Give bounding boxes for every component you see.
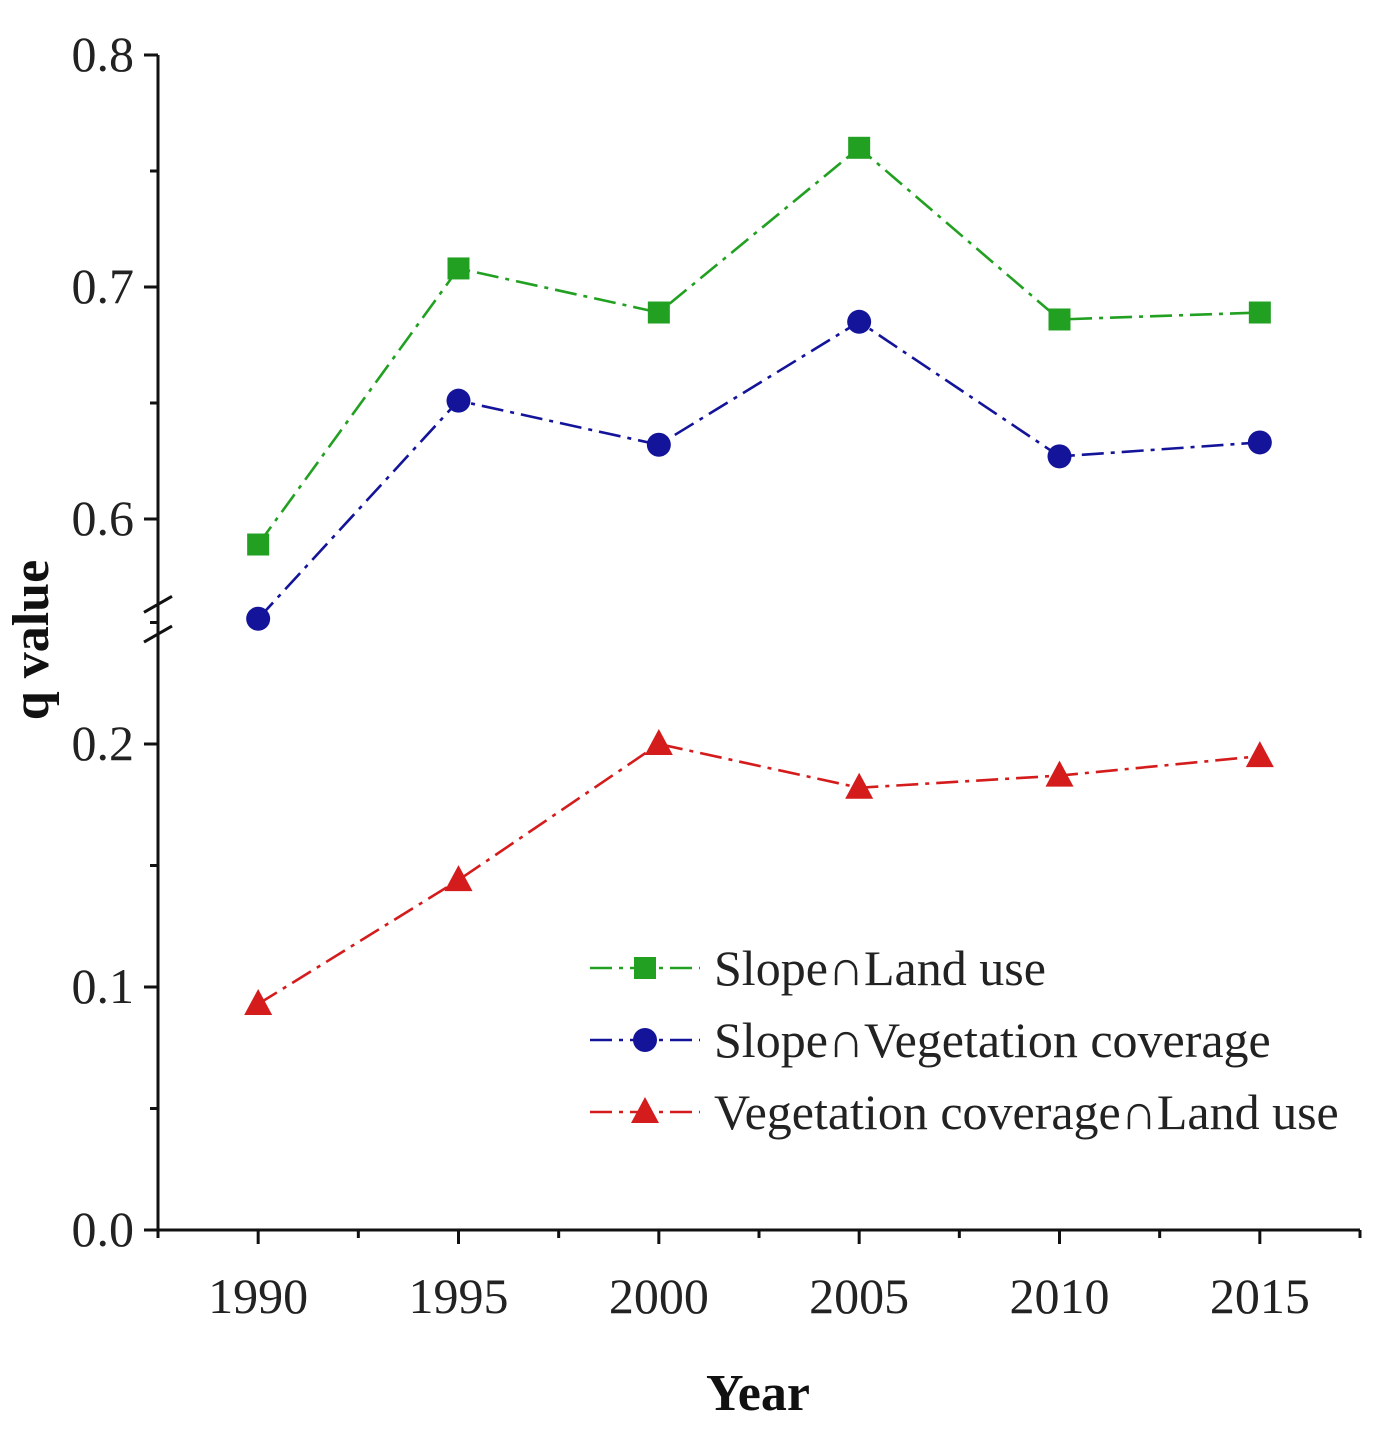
square-marker: [247, 533, 270, 556]
triangle-marker: [244, 989, 273, 1016]
x-tick-label: 1995: [409, 1268, 509, 1324]
circle-marker: [446, 388, 471, 413]
y-axis-title: q value: [3, 560, 60, 720]
legend-item-1: Slope∩Land use: [590, 940, 1046, 996]
triangle-marker: [845, 772, 874, 799]
series-layer: [244, 136, 1274, 1016]
circle-marker: [646, 432, 671, 457]
legend-item-2: Slope∩Vegetation coverage: [590, 1012, 1271, 1068]
legend-label: Slope∩Vegetation coverage: [714, 1012, 1271, 1068]
triangle-marker: [1045, 760, 1074, 787]
x-tick-label: 2015: [1210, 1268, 1310, 1324]
x-axis-title: Year: [706, 1365, 810, 1422]
series-line: [257, 146, 1260, 546]
series-1: [247, 136, 1271, 556]
y-tick-label: 0.6: [72, 490, 135, 546]
triangle-marker: [644, 729, 673, 755]
legend-circle-marker: [633, 1028, 657, 1052]
circle-marker: [246, 606, 271, 631]
circle-marker: [847, 309, 872, 334]
series-3: [244, 729, 1274, 1016]
legend-square-marker: [634, 957, 656, 979]
legend: Slope∩Land use Slope∩Vegetation coverage V…: [590, 940, 1339, 1140]
x-tick-label: 2000: [609, 1268, 709, 1324]
square-marker: [647, 301, 670, 324]
y-tick-label: 0.2: [72, 715, 135, 771]
series-line: [257, 742, 1260, 1006]
legend-item-3: Vegetation coverage∩Land use: [590, 1084, 1339, 1140]
square-marker: [1248, 301, 1271, 324]
x-tick-label: 2010: [1010, 1268, 1110, 1324]
y-axis-break-mark: [143, 624, 173, 644]
legend-label: Slope∩Land use: [714, 940, 1046, 996]
triangle-marker: [444, 865, 473, 892]
x-tick-label: 2005: [809, 1268, 909, 1324]
circle-marker: [1047, 444, 1072, 469]
triangle-marker: [1245, 741, 1274, 768]
y-tick-label: 0.8: [72, 26, 135, 82]
series-2: [246, 309, 1272, 631]
square-marker: [848, 136, 871, 159]
x-tick-label: 1990: [208, 1268, 308, 1324]
legend-label: Vegetation coverage∩Land use: [714, 1084, 1339, 1140]
square-marker: [447, 257, 470, 280]
circle-marker: [1247, 430, 1272, 455]
y-tick-label: 0.0: [72, 1201, 135, 1257]
y-tick-label: 0.1: [72, 958, 135, 1014]
series-line: [257, 320, 1260, 620]
y-tick-label: 0.7: [72, 258, 135, 314]
legend-triangle-marker: [631, 1097, 659, 1123]
square-marker: [1048, 308, 1071, 331]
axes: 0.8 0.7 0.6 0.2 0.1 0.0 1990 1995 2000 2005 2010 20…: [72, 26, 1362, 1324]
y-axis-break-mark: [143, 595, 173, 614]
